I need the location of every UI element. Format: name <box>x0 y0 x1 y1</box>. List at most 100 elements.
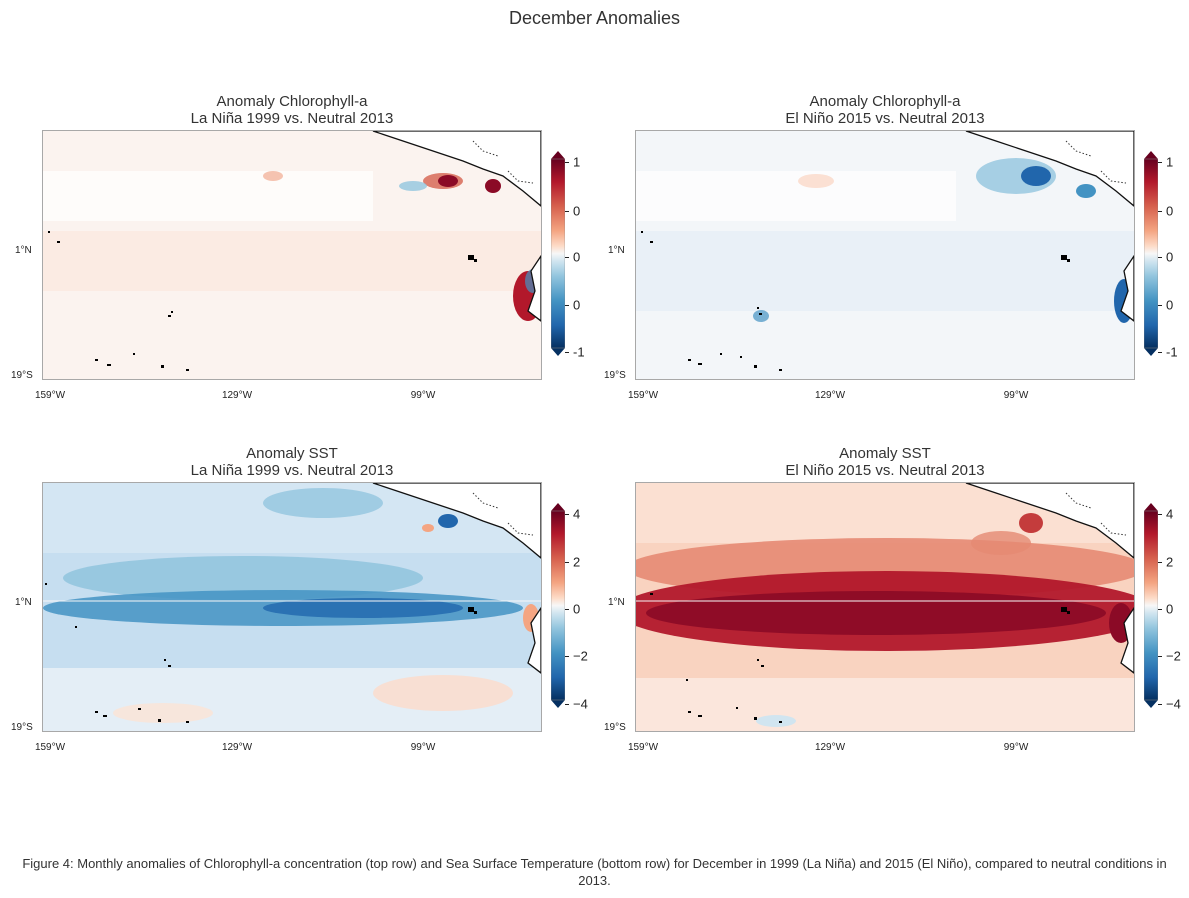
colorbar-tickmark <box>1158 704 1162 705</box>
anomaly-patch <box>438 175 458 187</box>
country-border <box>507 522 534 536</box>
colorbar-tick-label: −2 <box>1166 648 1181 664</box>
figure-title: December Anomalies <box>508 8 681 28</box>
panel-chl-lanina: Anomaly Chlorophyll-a La Niña 1999 vs. N… <box>11 93 602 413</box>
anomaly-patch <box>753 310 769 322</box>
anomaly-patch <box>971 531 1031 555</box>
lon-label-99w: 99°W <box>1003 742 1029 753</box>
colorbar-tick-label: 0 <box>573 297 581 313</box>
colorbar-tickmark <box>1158 514 1162 515</box>
colorbar-tickmark <box>565 562 569 563</box>
central-america-coast <box>372 483 541 559</box>
anomaly-patch <box>1019 513 1043 533</box>
colorbar-tickmark <box>565 656 569 657</box>
panel-title: Anomaly SST El Niño 2015 vs. Neutral 201… <box>635 445 1135 479</box>
colorbar-tick-label: -1 <box>1166 344 1178 360</box>
anomaly-patch <box>373 675 513 711</box>
lon-label-129w: 129°W <box>814 742 846 753</box>
colorbar-tick-label: 0 <box>1166 297 1174 313</box>
colorbar-tickmark <box>565 162 569 163</box>
anomaly-map <box>636 483 1134 731</box>
colorbar-tickmark <box>565 211 569 212</box>
anomaly-patch <box>63 556 423 600</box>
colorbar-outline <box>551 158 565 349</box>
colorbar-tick-label: 0 <box>1166 249 1174 265</box>
anomaly-patch <box>798 174 834 188</box>
colorbar-extend-bottom <box>1144 348 1158 356</box>
colorbar-tickmark <box>565 305 569 306</box>
colorbar-extend-bottom <box>551 348 565 356</box>
lat-label-1n: 1°N <box>15 597 32 608</box>
colorbar-tick-label: −4 <box>573 696 588 712</box>
colorbar-tickmark <box>1158 162 1162 163</box>
central-america-coast <box>372 131 541 207</box>
lat-label-1n: 1°N <box>15 245 32 256</box>
country-border <box>472 492 499 509</box>
panel-title: Anomaly Chlorophyll-a El Niño 2015 vs. N… <box>635 93 1135 127</box>
map-area <box>42 482 542 732</box>
country-border <box>1100 170 1127 184</box>
lon-label-159w: 159°W <box>34 742 66 753</box>
equatorial-band <box>43 231 541 291</box>
colorbar-gradient <box>551 511 565 700</box>
anomaly-map <box>43 483 541 731</box>
colorbar-tickmark <box>565 704 569 705</box>
lat-label-19s: 19°S <box>604 370 626 381</box>
colorbar-tickmark <box>565 514 569 515</box>
anomaly-patch <box>438 514 458 528</box>
colorbar-tick-label: −4 <box>1166 696 1181 712</box>
anomaly-patch <box>263 598 463 618</box>
colorbar-tickmark <box>1158 609 1162 610</box>
colorbar-tick-label: 0 <box>573 203 581 219</box>
colorbar-tickmark <box>565 257 569 258</box>
colorbar-tick-label: 0 <box>573 249 581 265</box>
map-area <box>42 130 542 380</box>
lon-label-129w: 129°W <box>221 390 253 401</box>
colorbar-tick-label: 2 <box>1166 554 1174 570</box>
panel-chl-elnino: Anomaly Chlorophyll-a El Niño 2015 vs. N… <box>604 93 1189 413</box>
islands <box>48 231 477 371</box>
south-america-coast <box>1120 606 1134 674</box>
colorbar-tickmark <box>1158 257 1162 258</box>
colorbar-tickmark <box>1158 562 1162 563</box>
south-america-coast <box>1120 254 1134 322</box>
anomaly-patch <box>263 171 283 181</box>
colorbar-outline <box>1144 510 1158 701</box>
anomaly-patch <box>646 591 1106 635</box>
lon-label-159w: 159°W <box>627 390 659 401</box>
colorbar-tick-label: -1 <box>573 344 585 360</box>
lon-label-99w: 99°W <box>410 742 436 753</box>
anomaly-patch <box>263 488 383 518</box>
colorbar-tick-label: −2 <box>573 648 588 664</box>
colorbar-extend-bottom <box>1144 700 1158 708</box>
colorbar-gradient <box>1144 159 1158 348</box>
country-border <box>507 170 534 184</box>
colorbar-extend-bottom <box>551 700 565 708</box>
colorbar-extend-top <box>1144 503 1158 511</box>
colorbar-gradient <box>1144 511 1158 700</box>
colorbar-extend-top <box>1144 151 1158 159</box>
colorbar-outline <box>1144 158 1158 349</box>
anomaly-patch <box>422 524 434 532</box>
panel-title: Anomaly SST La Niña 1999 vs. Neutral 201… <box>42 445 542 479</box>
colorbar-tickmark <box>565 609 569 610</box>
panel-title-line2: La Niña 1999 vs. Neutral 2013 <box>190 110 394 127</box>
colorbar-tick-label: 4 <box>1166 506 1174 522</box>
panel-title-line1: Anomaly SST <box>839 445 931 462</box>
colorbar-tick-label: 1 <box>1166 154 1174 170</box>
lon-label-99w: 99°W <box>1003 390 1029 401</box>
central-america-coast <box>965 483 1134 559</box>
equatorial-band <box>636 231 1134 311</box>
colorbar-tick-label: 0 <box>1166 601 1174 617</box>
panel-title-line2: El Niño 2015 vs. Neutral 2013 <box>785 462 985 479</box>
colorbar <box>1144 503 1158 708</box>
anomaly-patch <box>756 715 796 727</box>
panel-title-line2: El Niño 2015 vs. Neutral 2013 <box>785 110 985 127</box>
panel-title-line1: Anomaly Chlorophyll-a <box>809 93 961 110</box>
map-area <box>635 482 1135 732</box>
colorbar-gradient <box>551 159 565 348</box>
anomaly-patch <box>1021 166 1051 186</box>
colorbar-tick-label: 2 <box>573 554 581 570</box>
panel-title: Anomaly Chlorophyll-a La Niña 1999 vs. N… <box>42 93 542 127</box>
